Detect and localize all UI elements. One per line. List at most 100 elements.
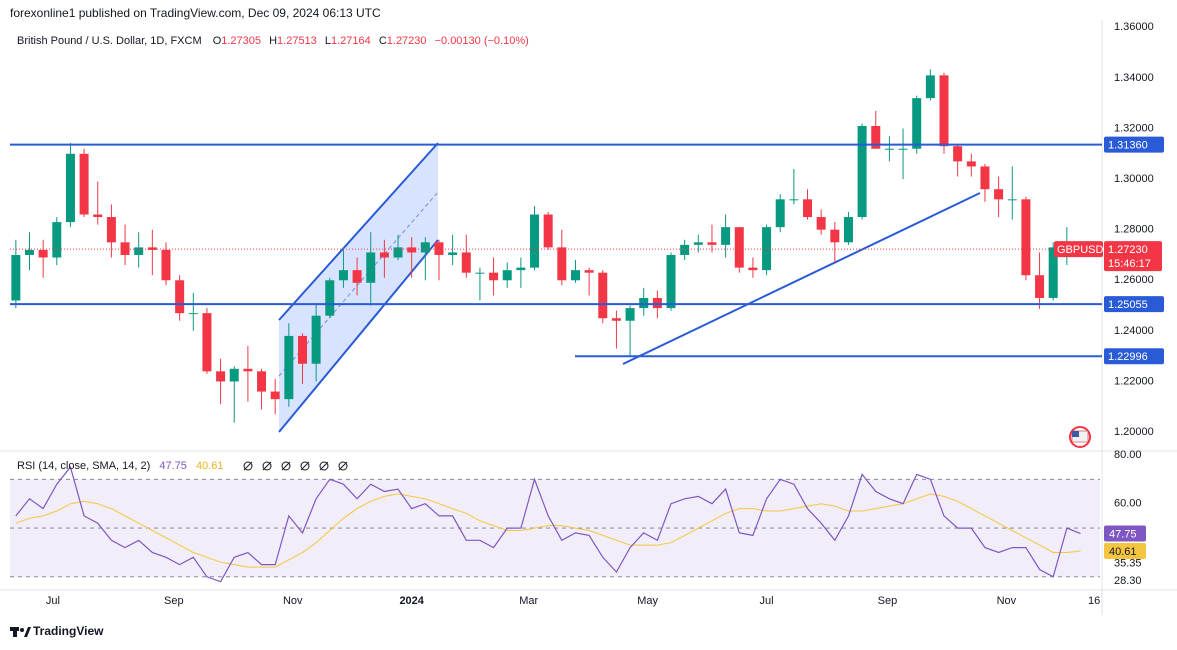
candle-body — [393, 247, 403, 258]
candle-body — [598, 272, 608, 319]
x-tick-label: Sep — [164, 595, 184, 607]
candle-body — [884, 148, 894, 150]
symbol-badge — [1054, 241, 1103, 258]
candle-body — [530, 214, 540, 268]
candle-body — [789, 199, 799, 201]
ohlc-value: 1.27305 — [221, 35, 261, 47]
rsi-title: RSI (14, close, SMA, 14, 2) — [17, 460, 150, 472]
candle-body — [175, 280, 185, 314]
level-label: 1.25055 — [1108, 299, 1148, 311]
candle-body — [161, 249, 171, 281]
x-tick-label: 16 — [1088, 595, 1100, 607]
icon — [338, 461, 348, 471]
candle-body — [803, 199, 813, 218]
icon — [338, 461, 348, 471]
candle-body — [762, 227, 772, 271]
candle-body — [857, 125, 867, 218]
candle-body — [65, 153, 75, 223]
ohlc-key: H — [269, 35, 277, 47]
x-tick-label: 2024 — [399, 595, 424, 607]
level-badge — [1104, 296, 1164, 313]
ohlc-value: 1.27230 — [387, 35, 427, 47]
y-tick-label: 1.28000 — [1114, 224, 1154, 236]
value-badge — [1104, 525, 1146, 542]
candle-body — [707, 242, 717, 245]
level-label: 1.31360 — [1108, 140, 1148, 152]
icon — [319, 461, 329, 471]
candle-body — [434, 242, 444, 255]
candle-body — [871, 125, 881, 149]
level-badge — [1104, 136, 1164, 153]
candle-body — [775, 199, 785, 228]
candle-body — [502, 270, 512, 281]
ohlc-value: 1.27164 — [331, 35, 371, 47]
flag-canton — [1072, 431, 1079, 437]
candle-body — [106, 217, 116, 243]
logo-part — [13, 627, 17, 637]
x-tick-label: May — [637, 595, 658, 607]
symbol-label: GBPUSD — [1057, 244, 1104, 256]
publisher-line: forexonline1 published on TradingView.co… — [10, 6, 381, 20]
candle-body — [11, 254, 21, 301]
candle-body — [994, 189, 1004, 200]
logo-part — [20, 628, 24, 632]
candle-body — [325, 280, 335, 316]
icon — [281, 461, 291, 471]
candle-body — [38, 249, 48, 258]
candle-body — [898, 148, 908, 150]
candle-body — [543, 214, 553, 248]
candle-body — [489, 272, 499, 281]
level-badge — [1104, 348, 1164, 365]
icon — [300, 461, 310, 471]
candle-body — [407, 247, 417, 253]
candle-body — [748, 267, 758, 271]
x-tick-label: Jul — [760, 595, 774, 607]
icon — [300, 461, 310, 471]
candle-body — [639, 297, 649, 309]
ohlc-key: L — [325, 35, 331, 47]
candle-body — [147, 247, 157, 250]
price-badge — [1104, 241, 1162, 272]
logo-part — [24, 627, 31, 637]
candle-body — [584, 270, 594, 273]
y-tick-label: 60.00 — [1114, 498, 1142, 510]
candle-body — [625, 308, 635, 321]
y-tick-label: 35.35 — [1114, 558, 1142, 570]
candle-body — [721, 227, 731, 245]
candle-body — [257, 371, 267, 392]
candle-body — [953, 146, 963, 162]
candle-body — [1048, 247, 1058, 298]
value-badge — [1104, 542, 1146, 559]
candle-body — [284, 335, 294, 400]
y-tick-label: 1.24000 — [1114, 325, 1154, 337]
icon — [281, 461, 291, 471]
value-badge-label: 47.75 — [1109, 528, 1137, 540]
y-tick-label: 1.30000 — [1114, 173, 1154, 185]
icon — [262, 461, 272, 471]
candle-body — [666, 254, 676, 309]
candle-body — [229, 368, 239, 382]
candle-body — [202, 313, 212, 372]
candle-body — [379, 252, 389, 258]
icon — [243, 461, 253, 471]
candle-body — [925, 75, 935, 99]
y-tick-label: 28.30 — [1114, 575, 1142, 587]
countdown: 15:46:17 — [1108, 258, 1151, 270]
candle-body — [216, 371, 226, 382]
candle-body — [966, 161, 976, 167]
x-tick-label: Jul — [46, 595, 60, 607]
level-label: 1.22996 — [1108, 351, 1148, 363]
ohlc-key: O — [213, 35, 222, 47]
channel-midline — [278, 191, 439, 377]
candle-body — [611, 318, 621, 321]
y-tick-label: 1.36000 — [1114, 21, 1154, 33]
x-tick-label: Nov — [997, 595, 1017, 607]
candle-body — [734, 227, 744, 268]
candle-body — [680, 244, 690, 255]
hidden-icons — [243, 461, 348, 471]
icon — [319, 461, 329, 471]
candle-body — [939, 75, 949, 147]
tv-logo — [10, 627, 31, 637]
candle-body — [52, 222, 62, 258]
rsi-line — [15, 465, 1081, 583]
